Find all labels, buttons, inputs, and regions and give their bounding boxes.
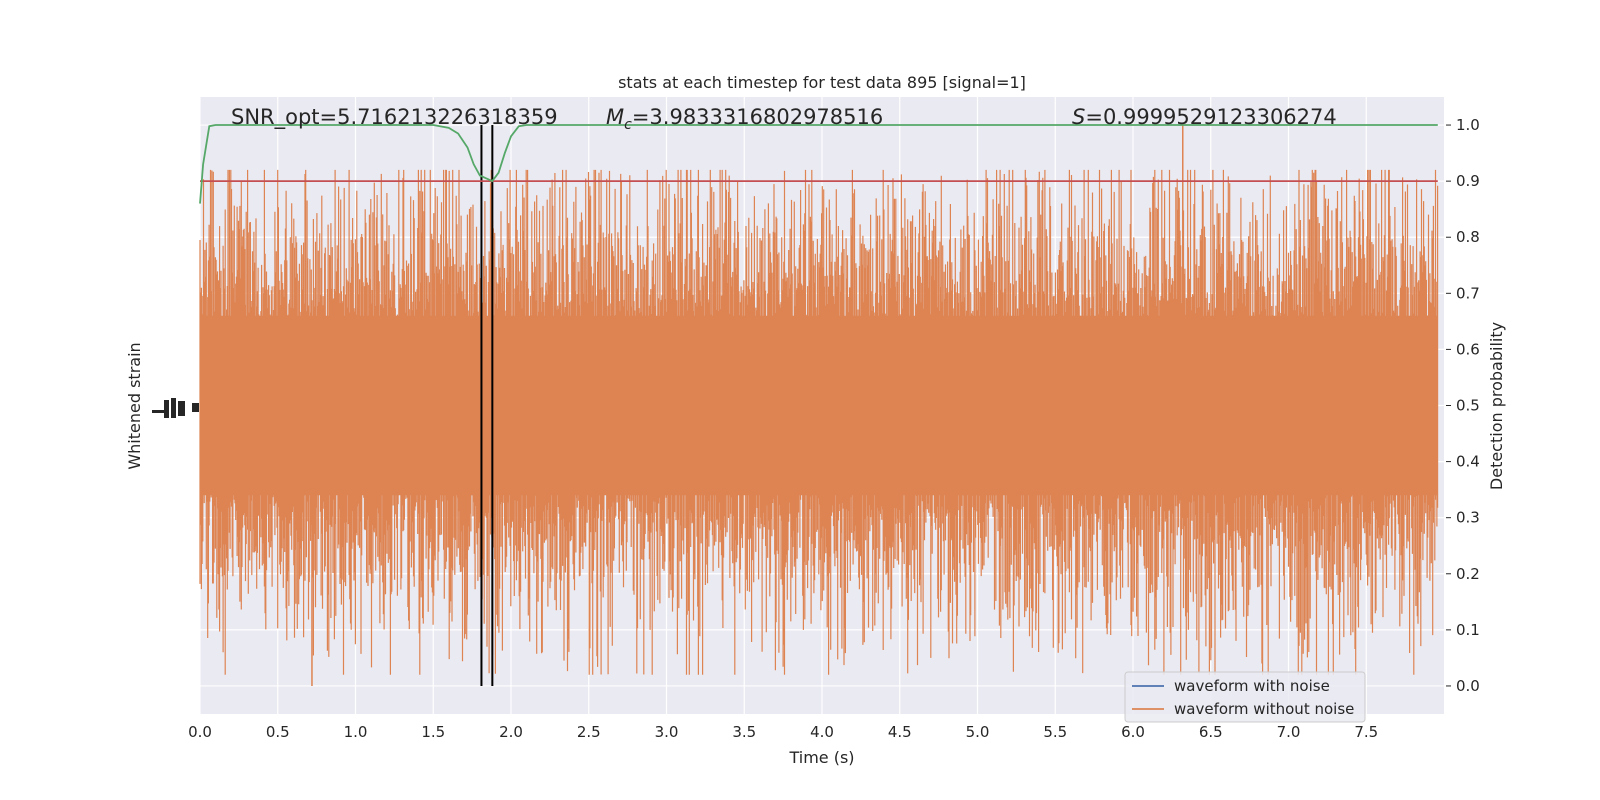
s-annotation: S=0.9999529123306274 [1072,105,1337,129]
y-axis-label-left: Whitened strain [125,342,144,469]
legend-label-with-noise: waveform with noise [1174,677,1330,695]
legend: waveform with noise waveform without noi… [1124,671,1366,723]
x-tick-label: 5.5 [1043,723,1067,741]
x-tick-label: 6.0 [1121,723,1145,741]
x-tick-label: 7.5 [1354,723,1378,741]
y-tick-label: 0.8 [1456,228,1480,246]
y-tick-label: 1.0 [1456,116,1480,134]
x-tick-label: 7.0 [1277,723,1301,741]
y-axis-right: 0.0 0.1 0.2 0.3 0.4 0.5 0.6 0.7 0.8 0.9 1.0 [1446,116,1480,695]
y-tick-label: 0.4 [1456,453,1480,471]
detection-probability-line [199,124,1438,204]
y-axis-label-right: Detection probability [1487,322,1506,490]
strain-core [200,315,1438,496]
y-tick-label: 0.5 [1456,397,1480,415]
x-tick-label: 4.5 [888,723,912,741]
y-tick-label: 0.9 [1456,172,1480,190]
snr-annotation: SNR_opt=5.716213226318359 [231,105,558,130]
y-tick-label: 0.0 [1456,677,1480,695]
chart-title: stats at each timestep for test data 895… [618,73,1026,92]
x-tick-label: 2.0 [499,723,523,741]
x-tick-label: 1.0 [344,723,368,741]
x-tick-label: 2.5 [577,723,601,741]
chirp-mass-annotation: Mc=3.9833316802978516 [606,105,883,133]
chirp-mass-value: =3.9833316802978516 [632,105,883,129]
y-tick-label: 0.2 [1456,565,1480,583]
x-tick-label: 3.5 [732,723,756,741]
s-value: =0.9999529123306274 [1085,105,1336,129]
s-symbol: S [1072,105,1085,129]
x-tick-label: 3.0 [655,723,679,741]
x-axis: 0.0 0.5 1.0 1.5 2.0 2.5 3.0 3.5 4.0 4.5 5.0 5.5 6.0 6… [188,723,1378,741]
legend-label-without-noise: waveform without noise [1174,700,1354,718]
strain-waveform-without-noise [199,125,1439,686]
y-tick-label: 0.1 [1456,621,1480,639]
x-axis-label: Time (s) [788,748,854,767]
y-tick-label: 0.7 [1456,284,1480,302]
x-tick-label: 1.5 [421,723,445,741]
x-tick-label: 0.0 [188,723,212,741]
chirp-mass-subscript: c [624,117,632,133]
x-tick-label: 5.0 [966,723,990,741]
left-axis-clutter [152,398,199,418]
y-tick-label: 0.3 [1456,509,1480,527]
y-tick-label: 0.6 [1456,340,1480,358]
x-tick-label: 4.0 [810,723,834,741]
x-tick-label: 6.5 [1199,723,1223,741]
chirp-mass-symbol: M [606,105,624,129]
vertical-markers [480,125,494,686]
x-tick-label: 0.5 [266,723,290,741]
legend-box [1124,671,1366,723]
